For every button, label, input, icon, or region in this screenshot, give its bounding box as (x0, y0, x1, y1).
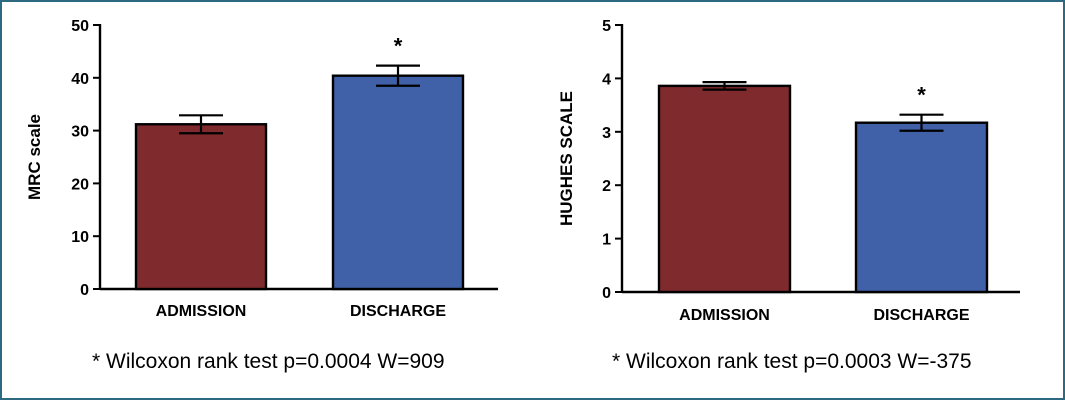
mrc-y-tick-label: 50 (71, 18, 89, 35)
mrc-category-label: DISCHARGE (350, 303, 446, 320)
mrc-y-tick-label: 0 (80, 282, 89, 299)
mrc-footnote: * Wilcoxon rank test p=0.0004 W=909 (92, 350, 445, 373)
hughes-footnote: * Wilcoxon rank test p=0.0003 W=-375 (612, 350, 972, 373)
mrc-bar-discharge (331, 74, 465, 291)
mrc-y-axis-title: MRC scale (25, 114, 44, 200)
mrc-significance-star: * (394, 34, 403, 59)
hughes-y-tick-label: 5 (602, 18, 611, 35)
hughes-bar-discharge (854, 121, 989, 294)
hughes-category-label: DISCHARGE (873, 307, 969, 324)
mrc-chart: 0 10 20 30 40 50 MRC scale ADMISSION * DISCHARGE (25, 18, 498, 320)
hughes-y-axis-title: HUGHES SCALE (557, 91, 576, 226)
mrc-bar-admission (134, 123, 268, 291)
mrc-y-tick-label: 20 (71, 176, 89, 193)
hughes-y-tick-label: 3 (602, 125, 611, 142)
mrc-category-label: ADMISSION (156, 303, 247, 320)
mrc-y-tick-label: 30 (71, 124, 89, 141)
hughes-significance-star: * (917, 83, 926, 108)
hughes-y-tick-label: 0 (602, 285, 611, 302)
hughes-y-tick-label: 2 (602, 178, 611, 195)
hughes-category-label: ADMISSION (679, 307, 770, 324)
hughes-chart: 0 1 2 3 4 5 HUGHES SCALE ADMISSION * DISCHARGE (557, 18, 1020, 324)
mrc-y-tick-label: 40 (71, 71, 89, 88)
hughes-y-tick-label: 1 (602, 232, 611, 249)
hughes-bar-admission (657, 84, 792, 294)
hughes-y-tick-label: 4 (602, 71, 611, 88)
mrc-y-tick-label: 10 (71, 229, 89, 246)
